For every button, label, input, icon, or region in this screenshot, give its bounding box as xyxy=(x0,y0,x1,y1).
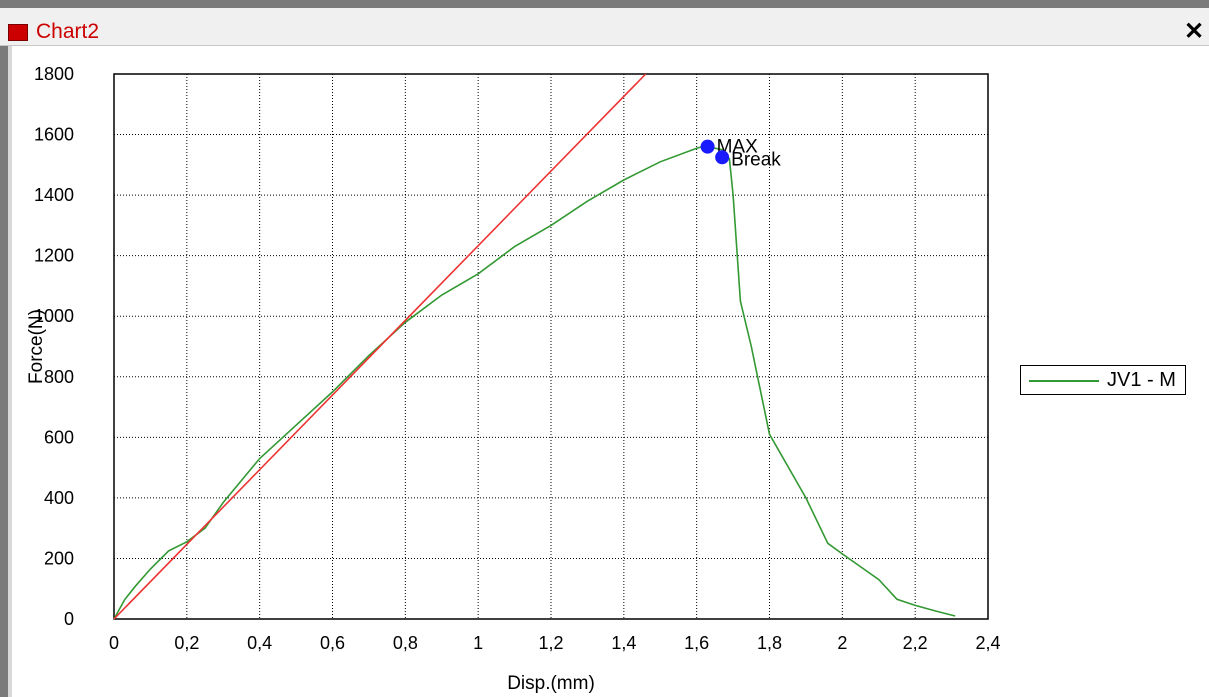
series-line-jv1-m xyxy=(113,144,956,620)
x-tick-label: 2,2 xyxy=(903,633,928,653)
x-tick-label: 1 xyxy=(473,633,483,653)
y-tick-label: 200 xyxy=(44,548,74,568)
y-tick-label: 1000 xyxy=(34,306,74,326)
plot-frame xyxy=(113,73,989,620)
window-title: Chart2 xyxy=(36,20,100,43)
y-tick-label: 600 xyxy=(44,427,74,447)
series-lines xyxy=(113,73,956,620)
y-tick-label: 400 xyxy=(44,488,74,508)
legend-swatch-jv1-m xyxy=(1029,380,1099,382)
x-tick-label: 1,6 xyxy=(684,633,709,653)
y-tick-label: 800 xyxy=(44,367,74,387)
y-tick-label: 1800 xyxy=(34,64,74,84)
x-tick-label: 0,2 xyxy=(174,633,199,653)
marker-break xyxy=(715,150,730,165)
x-tick-label: 0 xyxy=(109,633,119,653)
chart-window-icon xyxy=(8,24,28,41)
y-tick-label: 1600 xyxy=(34,125,74,145)
x-tick-label: 0,8 xyxy=(393,633,418,653)
close-icon[interactable]: ✕ xyxy=(1183,18,1205,45)
legend-label-jv1-m: JV1 - M xyxy=(1107,369,1176,391)
x-tick-label: 1,2 xyxy=(538,633,563,653)
y-tick-label: 0 xyxy=(64,609,74,629)
x-tick-label: 2 xyxy=(837,633,847,653)
x-tick-label: 1,8 xyxy=(757,633,782,653)
y-tick-label: 1200 xyxy=(34,246,74,266)
y-axis-title: Force(N) xyxy=(26,309,47,384)
series-line-linear-fit xyxy=(113,73,647,620)
x-axis-title: Disp.(mm) xyxy=(507,673,595,694)
annotation-label-break: Break xyxy=(731,149,781,170)
y-tick-label: 1400 xyxy=(34,185,74,205)
title-bar: Chart2 ✕ xyxy=(0,0,1209,46)
legend: JV1 - M xyxy=(1020,365,1186,395)
window-left-border xyxy=(0,46,8,697)
y-axis-ticks: 0 200 400 600 800 1000 1200 1400 1600 1800 xyxy=(34,64,74,629)
window-inner-border xyxy=(8,46,12,697)
x-tick-label: 2,4 xyxy=(975,633,1000,653)
marker-max xyxy=(700,139,715,154)
x-tick-label: 0,4 xyxy=(247,633,272,653)
grid xyxy=(114,74,988,619)
x-axis-ticks: 0 0,2 0,4 0,6 0,8 1 1,2 1,4 1,6 1,8 2 2,2 2,4 xyxy=(109,633,1001,653)
x-tick-label: 1,4 xyxy=(611,633,636,653)
x-tick-label: 0,6 xyxy=(320,633,345,653)
